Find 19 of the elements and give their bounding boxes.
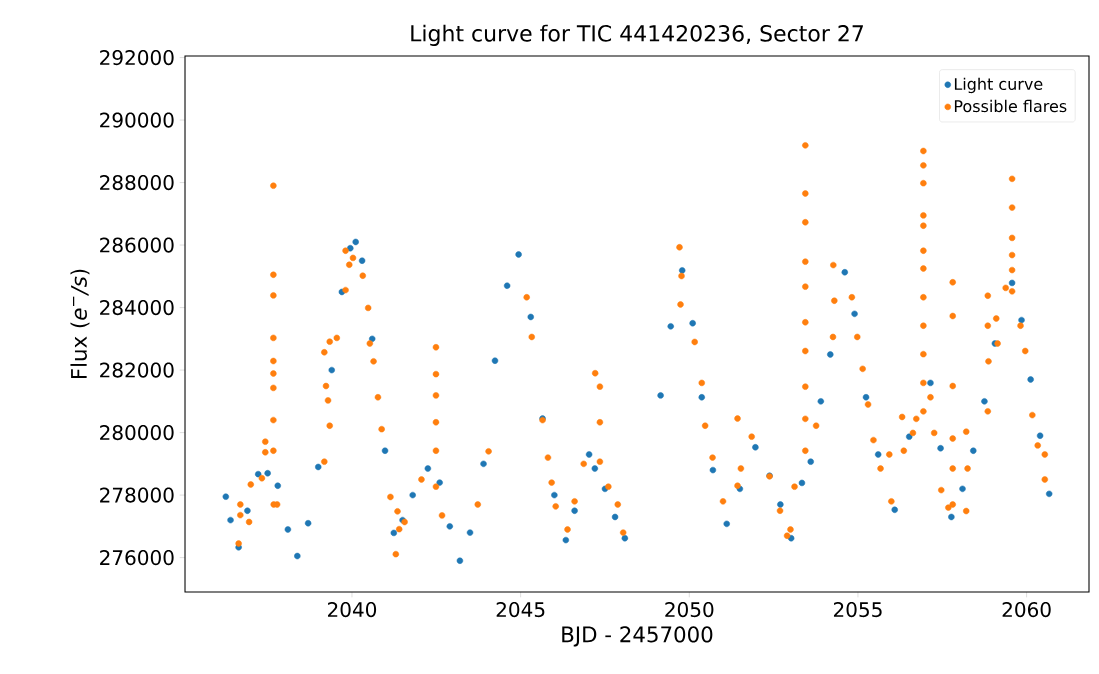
y-tick-label: 276000 [100,550,174,566]
x-tick-label: 2060 [1002,602,1051,618]
y-tick-label: 290000 [100,112,174,128]
x-tick-label: 2050 [665,602,714,618]
y-tick-label: 282000 [100,362,174,378]
y-axis-title: Flux (e$^{−}$/s) [70,269,90,379]
y-tick-label: 292000 [100,49,174,66]
y-tick-label: 280000 [100,425,174,441]
y-tick-label: 284000 [100,300,174,316]
legend-label: Possible flares [954,99,1067,113]
x-tick-label: 2045 [496,602,545,618]
chart-title: Light curve for TIC 441420236, Sector 27 [411,24,863,46]
x-tick-label: 2055 [833,602,882,618]
x-tick-label: 2040 [327,602,377,618]
legend-label: Light curve [954,77,1043,94]
y-tick-label: 288000 [100,175,174,191]
y-tick-label: 286000 [100,237,174,253]
y-tick-label: 278000 [100,487,174,503]
x-axis-title: BJD - 2457000 [562,626,713,647]
